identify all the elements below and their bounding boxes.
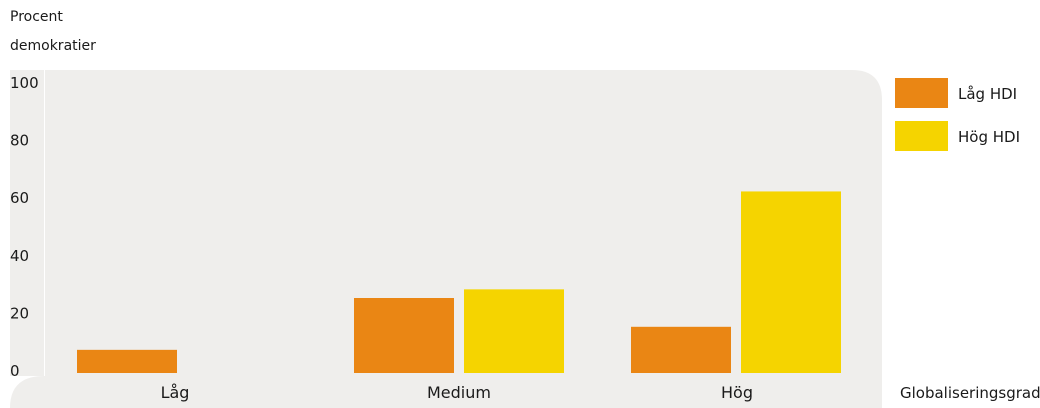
legend-swatch xyxy=(895,78,948,108)
x-axis-label: Globaliseringsgrad xyxy=(900,384,1040,402)
y-axis-gutter-line xyxy=(44,70,45,376)
y-tick-label: 60 xyxy=(10,189,29,207)
bar-lag-hdi-0 xyxy=(77,349,177,373)
bar-hog-hdi-1 xyxy=(464,289,564,373)
legend-label: Låg HDI xyxy=(958,85,1017,103)
y-tick-label: 100 xyxy=(10,74,39,92)
x-axis-band xyxy=(10,376,882,408)
y-axis-label-line-2: demokratier xyxy=(10,38,96,54)
bar-hog-hdi-2 xyxy=(741,191,841,373)
y-axis-label-line-1: Procent xyxy=(10,9,63,25)
bar-lag-hdi-1 xyxy=(354,298,454,373)
legend-label: Hög HDI xyxy=(958,128,1020,146)
plot-background xyxy=(10,70,882,376)
x-tick-label: Låg xyxy=(161,383,190,402)
y-tick-label: 20 xyxy=(10,304,29,322)
x-tick-label: Hög xyxy=(721,383,753,402)
y-tick-label: 40 xyxy=(10,247,29,265)
bar-lag-hdi-2 xyxy=(631,326,731,373)
y-tick-label: 0 xyxy=(10,362,20,380)
legend-swatch xyxy=(895,121,948,151)
x-tick-label: Medium xyxy=(427,383,491,402)
x-axis-band-notch xyxy=(10,376,44,408)
y-tick-label: 80 xyxy=(10,132,29,150)
